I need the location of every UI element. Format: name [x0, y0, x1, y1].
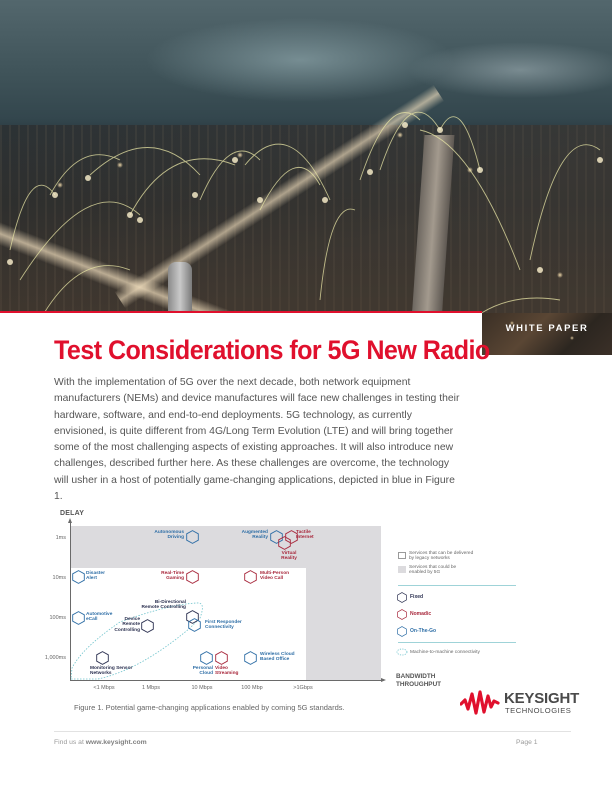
legend-divider: [398, 585, 516, 586]
x-tick: 1 Mbps: [141, 685, 161, 691]
hex-nomadic-icon: [186, 570, 199, 584]
label-augmented-reality: Augmented Reality: [241, 530, 268, 541]
hex-onthego-icon: [72, 570, 85, 584]
label-device-remote-controlling: Device Remote Controlling: [114, 617, 140, 633]
hex-onthego-icon: [244, 651, 257, 665]
y-axis-title: DELAY: [60, 510, 85, 517]
hex-onthego-icon: [186, 530, 199, 544]
5g-region-right: [306, 568, 381, 680]
x-axis-arrow-icon: [381, 678, 386, 682]
hero-city-photo: [0, 0, 612, 313]
footer-website-link[interactable]: www.keysight.com: [85, 739, 147, 746]
keysight-wordmark: KEYSIGHT: [504, 690, 580, 707]
figure-caption: Figure 1. Potential game-changing applic…: [74, 703, 345, 712]
legend-fixed-hex-icon: [397, 592, 407, 603]
page-title: Test Considerations for 5G New Radio: [54, 335, 490, 365]
red-accent-rule: [0, 311, 482, 313]
footer-divider: [54, 731, 571, 732]
white-paper-banner: WHITE PAPER: [482, 313, 612, 355]
x-tick: 100 Mbp: [241, 685, 263, 691]
label-monitoring-sensor-networks: Monitoring Sensor Networks: [90, 666, 133, 677]
hex-nomadic-icon: [244, 570, 257, 584]
label-multi-person-video-call: Multi-Person Video Call: [260, 571, 290, 582]
label-virtual-reality: Virtual Reality: [281, 551, 297, 562]
label-personal-cloud: Personal Cloud: [192, 666, 213, 677]
keysight-wave-logo-icon: [460, 690, 500, 715]
y-tick: 1,000ms: [44, 655, 66, 661]
footer-find-prefix: Find us at: [54, 739, 86, 746]
label-automotive-ecall: Automotive eCall: [86, 612, 113, 623]
legend-machine-label: Machine-to-machine connectivity: [410, 650, 480, 655]
legend-onthego-label: On-The-Go: [410, 628, 437, 634]
label-real-time-gaming: Real-Time Gaming: [161, 571, 184, 582]
document-type-label: WHITE PAPER: [505, 323, 589, 334]
label-disaster-alert: Disaster Alert: [86, 571, 105, 582]
hex-onthego-icon: [188, 618, 201, 632]
page-number: Page 1: [516, 739, 538, 746]
legend-nomadic-hex-icon: [397, 609, 407, 620]
network-arcs-graphic: [7, 111, 603, 313]
x-tick: <1 Mbps: [93, 685, 115, 691]
legend-legacy-swatch: [398, 552, 406, 559]
hex-onthego-icon: [200, 651, 213, 665]
y-axis: [70, 522, 71, 681]
legend-5g-swatch: [398, 566, 406, 573]
label-tactile-internet: Tactile Internet: [296, 530, 314, 541]
legend-5g-label: Services that could be enabled by 5G: [409, 565, 457, 576]
label-bi-directional-remote-controlling: Bi-Directional Remote Controlling: [141, 600, 186, 611]
legend-divider: [398, 642, 516, 643]
x-tick: 10 Mbps: [191, 685, 213, 691]
label-wireless-cloud-based-office: Wireless Cloud Based Office: [260, 652, 295, 663]
hex-onthego-icon: [72, 611, 85, 625]
hex-fixed-icon: [141, 619, 154, 633]
legend-machine-swatch-icon: [396, 648, 408, 656]
hex-fixed-icon: [96, 651, 109, 665]
legend-fixed-label: Fixed: [410, 594, 424, 600]
legend-onthego-hex-icon: [397, 626, 407, 637]
y-tick: 1ms: [55, 535, 66, 541]
y-axis-arrow-icon: [68, 518, 72, 523]
hex-nomadic-icon: [215, 651, 228, 665]
x-axis: [70, 680, 382, 681]
keysight-tagline: TECHNOLOGIES: [505, 706, 572, 715]
skyscraper: [168, 262, 192, 313]
label-video-streaming: Video Streaming: [215, 666, 239, 677]
x-tick: >1Gbps: [293, 685, 313, 691]
y-tick: 10ms: [52, 575, 66, 581]
y-tick: 100ms: [49, 615, 66, 621]
5g-region-top: [71, 526, 381, 568]
legend-nomadic-label: Nomadic: [410, 611, 432, 617]
legend-legacy-label: Services that can be delivered by legacy …: [409, 551, 474, 562]
label-first-responder-connectivity: First Responder Connectivity: [205, 620, 242, 631]
footer-find-us: Find us at www.keysight.com: [54, 739, 147, 746]
intro-paragraph: With the implementation of 5G over the n…: [54, 377, 460, 503]
label-autonomous-driving: Autonomous Driving: [154, 530, 184, 541]
x-axis-title: BANDWIDTH THROUGHPUT: [396, 673, 442, 688]
